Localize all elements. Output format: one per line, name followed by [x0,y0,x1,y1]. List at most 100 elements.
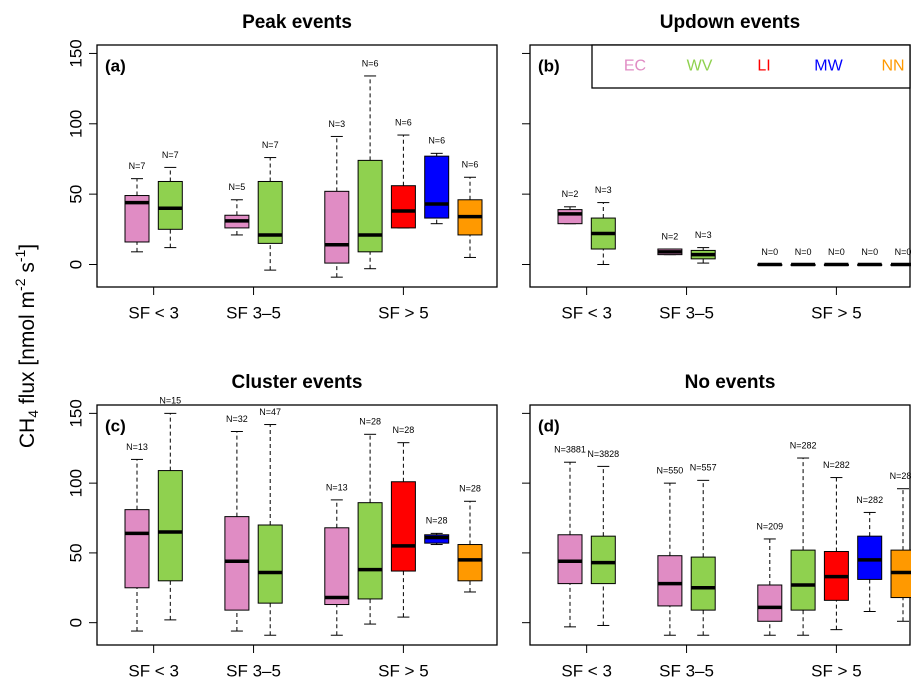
n-label: N=282 [856,495,883,505]
panel-title: Updown events [660,12,800,33]
n-label: N=2 [662,231,679,241]
box [324,527,350,606]
n-label: N=6 [428,136,445,146]
x-tick-label: SF < 3 [561,661,612,680]
n-label: N=28 [359,417,381,427]
box [757,584,783,622]
panel-label: (c) [105,416,126,435]
y-label-part: s [16,262,39,278]
y-label-part: -2 [12,278,28,291]
n-label: N=209 [756,521,783,531]
panel-frame [529,404,911,646]
box [257,180,283,244]
panel-label: (b) [538,56,560,75]
y-axis-label: CH4 flux [nmol m-2 s-1] [12,244,41,448]
y-label-part: CH [16,418,39,448]
x-tick-label: SF < 3 [561,303,612,322]
box [690,556,716,611]
panel-frame [96,404,498,646]
y-tick-label: 50 [66,185,85,204]
legend-entry: MW [814,58,843,75]
n-label: N=282 [790,440,817,450]
panel-title: No events [685,372,776,393]
n-label: N=6 [462,160,479,170]
box [390,481,416,572]
y-label-part: flux [nmol m [16,291,39,410]
n-label: N=0 [828,247,845,257]
n-label: N=5 [229,182,246,192]
x-tick-label: SF 3–5 [659,661,714,680]
y-tick-label: 0 [66,260,85,269]
panel-label: (d) [538,416,560,435]
legend-entry: NN [881,58,904,75]
box [357,502,383,600]
n-label: N=47 [259,407,281,417]
n-label: N=7 [162,150,179,160]
x-tick-label: SF > 5 [378,303,429,322]
x-tick-label: SF > 5 [811,303,862,322]
n-label: N=3 [328,119,345,129]
n-label: N=7 [129,161,146,171]
box [790,549,816,611]
x-tick-label: SF > 5 [378,661,429,680]
y-tick-label: 150 [66,39,85,67]
n-label: N=6 [362,58,379,68]
n-label: N=3 [695,230,712,240]
n-label: N=15 [159,396,181,406]
box [157,470,183,582]
y-tick-label: 50 [66,543,85,562]
box [157,180,183,230]
n-label: N=6 [395,117,412,127]
box [590,535,616,585]
n-label: N=0 [795,247,812,257]
panel-title: Peak events [242,12,352,33]
n-label: N=28 [459,484,481,494]
n-label: N=282 [823,460,850,470]
n-label: N=13 [326,482,348,492]
panel-title: Cluster events [232,372,363,393]
box [257,524,283,604]
n-label: N=550 [657,466,684,476]
y-tick-label: 0 [66,618,85,627]
n-label: N=28 [426,516,448,526]
n-label: N=28 [393,425,415,435]
n-label: N=7 [262,140,279,150]
x-tick-label: SF 3–5 [226,303,281,322]
n-label: N=557 [690,463,717,473]
n-label: N=282 [890,471,911,481]
box [324,190,350,264]
y-label-part: ] [16,244,39,250]
box [124,509,150,589]
y-label-part: 4 [25,410,41,418]
panel-label: (a) [105,56,126,75]
x-tick-label: SF 3–5 [226,661,281,680]
panel-frame [96,44,498,288]
n-label: N=0 [761,247,778,257]
x-tick-label: SF < 3 [128,303,179,322]
x-tick-label: SF 3–5 [659,303,714,322]
box [857,535,883,580]
n-label: N=2 [562,189,579,199]
y-tick-label: 100 [66,110,85,138]
y-label-part: -1 [12,250,28,263]
legend-box [591,44,911,89]
y-tick-label: 100 [66,469,85,497]
legend-entry: EC [624,58,646,75]
n-label: N=13 [126,442,148,452]
box [457,544,483,582]
x-tick-label: SF < 3 [128,661,179,680]
legend-entry: LI [757,58,770,75]
x-tick-label: SF > 5 [811,661,862,680]
n-label: N=32 [226,414,248,424]
box [224,516,250,611]
box [357,159,383,253]
legend-entry: WV [687,58,713,75]
box [557,534,583,585]
n-label: N=3828 [587,449,619,459]
n-label: N=0 [861,247,878,257]
n-label: N=0 [895,247,911,257]
n-label: N=3 [595,185,612,195]
box [424,155,450,219]
n-label: N=3881 [554,445,586,455]
